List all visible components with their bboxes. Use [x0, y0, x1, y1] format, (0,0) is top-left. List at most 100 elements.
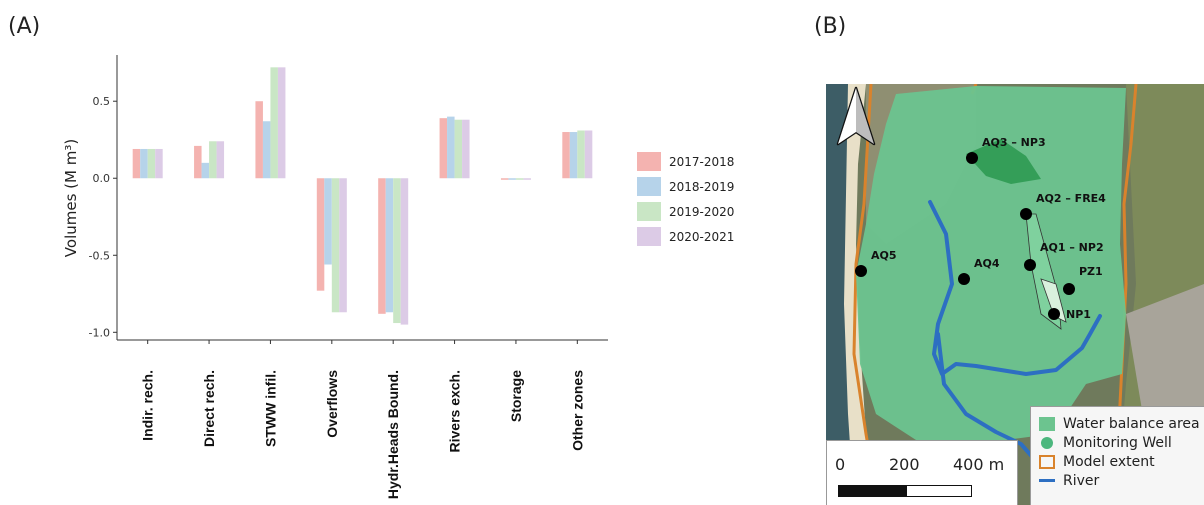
chart-legend: 2017-2018 2018-2019 2019-2020 2020-2021 — [637, 152, 734, 246]
x-tick-label: Indir. rech. — [140, 370, 156, 441]
scale-bar: 0 200 400 m — [826, 440, 1018, 505]
monitoring-wells: AQ3 – NP3 AQ2 – FRE4 AQ1 – NP2 AQ4 AQ5 PZ1 NP1 — [855, 136, 1106, 321]
scale-bar-black-segment — [838, 485, 908, 497]
bar-2017-2018-direct-rech- — [194, 145, 202, 179]
bar-2019-2020-overflows — [331, 178, 340, 313]
well-marker-icon — [1024, 259, 1036, 271]
x-tick-label: STWW infil. — [262, 370, 278, 447]
map-legend: Water balance area Monitoring Well Model… — [1030, 406, 1204, 505]
urban-area — [1126, 284, 1204, 434]
bar-2018-2019-indir-rech- — [140, 148, 148, 179]
well-marker-icon — [958, 273, 970, 285]
bar-2019-2020-direct-rech- — [209, 141, 217, 179]
x-tick-label: Rivers exch. — [447, 370, 463, 453]
legend-item-water-balance: Water balance area — [1039, 414, 1204, 433]
river-line — [928, 200, 1102, 486]
bar-2019-2020-other-zones — [577, 130, 585, 179]
legend-label: 2017-2018 — [669, 155, 734, 169]
y-axis-label: Volumes (M m³) — [62, 139, 80, 257]
bar-chart: 0.5 0.0 -0.5 -1.0 Indir. rech. Direct rech. S… — [62, 55, 734, 499]
legend-swatch — [637, 202, 661, 221]
y-tick-label: -1.0 — [89, 326, 110, 339]
well-label: NP1 — [1066, 308, 1091, 321]
bar-group — [132, 67, 593, 325]
bar-2020-2021-overflows — [339, 178, 347, 313]
well-marker-icon — [966, 152, 978, 164]
legend-swatch — [637, 227, 661, 246]
bar-2017-2018-overflows — [316, 178, 325, 291]
legend-swatch — [637, 177, 661, 196]
beach-strip — [844, 84, 874, 505]
well-label: AQ2 – FRE4 — [1036, 192, 1106, 205]
scale-bar-white-segment — [906, 485, 972, 497]
bar-2020-2021-storage — [523, 178, 531, 180]
legend-item-model-extent: Model extent — [1039, 452, 1204, 471]
bar-2020-2021-indir-rech- — [155, 148, 163, 179]
x-tick-label: Overflows — [324, 370, 340, 438]
bar-2017-2018-stww-infil- — [255, 101, 263, 179]
scale-label-200: 200 — [889, 455, 920, 474]
bar-2018-2019-other-zones — [569, 132, 578, 179]
bar-2017-2018-other-zones — [562, 132, 570, 179]
x-tick-label: Storage — [508, 370, 524, 422]
well-marker-icon — [855, 265, 867, 277]
well-marker-icon — [1020, 208, 1032, 220]
north-arrow-icon — [836, 86, 876, 146]
water-balance-swatch-icon — [1039, 416, 1055, 431]
bar-2020-2021-direct-rech- — [216, 141, 225, 179]
legend-label: 2020-2021 — [669, 230, 734, 244]
well-marker-icon — [1048, 308, 1060, 320]
well-label: AQ5 — [871, 249, 897, 262]
river-line-icon — [1039, 479, 1055, 482]
bar-2017-2018-storage — [500, 178, 509, 180]
bar-2018-2019-stww-infil- — [262, 121, 271, 179]
well-label: PZ1 — [1079, 265, 1103, 278]
study-area-map: AQ3 – NP3 AQ2 – FRE4 AQ1 – NP2 AQ4 AQ5 PZ1 NP1… — [826, 84, 1204, 505]
bar-2020-2021-stww-infil- — [277, 67, 286, 179]
legend-label: River — [1063, 472, 1100, 489]
well-label: AQ1 – NP2 — [1040, 241, 1104, 254]
bar-2020-2021-hydr-heads-bound- — [400, 178, 409, 325]
x-tick-label: Direct rech. — [201, 370, 217, 447]
sub-zone-aq3 — [966, 139, 1041, 184]
well-marker-icon — [1063, 283, 1075, 295]
bar-2020-2021-rivers-exch- — [462, 119, 470, 179]
bar-2018-2019-direct-rech- — [201, 162, 210, 179]
bar-2019-2020-hydr-heads-bound- — [393, 178, 401, 324]
legend-swatch — [637, 152, 661, 171]
bar-2018-2019-rivers-exch- — [447, 116, 455, 179]
legend-label: 2019-2020 — [669, 205, 734, 219]
y-tick-label: -0.5 — [89, 249, 110, 262]
water-balance-area — [856, 86, 1126, 444]
well-label: AQ4 — [974, 257, 1000, 270]
panel-a-label: (A) — [8, 14, 41, 39]
bar-2019-2020-rivers-exch- — [454, 119, 463, 179]
bar-2018-2019-hydr-heads-bound- — [385, 178, 394, 313]
bar-2018-2019-storage — [508, 178, 516, 180]
well-label: AQ3 – NP3 — [982, 136, 1046, 149]
panel-b-label: (B) — [814, 14, 847, 39]
legend-label: Model extent — [1063, 453, 1155, 470]
x-tick-label: Other zones — [569, 370, 585, 451]
y-ticks: 0.5 0.0 -0.5 -1.0 — [89, 95, 117, 339]
y-tick-label: 0.5 — [93, 95, 111, 108]
legend-item-river: River — [1039, 471, 1204, 490]
legend-label: Water balance area — [1063, 415, 1200, 432]
bar-2017-2018-hydr-heads-bound- — [378, 178, 386, 314]
bar-2019-2020-storage — [515, 178, 524, 180]
scale-label-400: 400 m — [953, 455, 1005, 474]
scale-label-0: 0 — [835, 455, 846, 474]
legend-item-monitoring-well: Monitoring Well — [1039, 433, 1204, 452]
y-tick-label: 0.0 — [93, 172, 111, 185]
bar-2017-2018-rivers-exch- — [439, 118, 448, 179]
legend-label: 2018-2019 — [669, 180, 734, 194]
sub-zone-np1 — [1040, 278, 1067, 323]
legend-label: Monitoring Well — [1063, 434, 1172, 451]
x-ticks: Indir. rech. Direct rech. STWW infil. Overf… — [140, 340, 585, 499]
bar-2020-2021-other-zones — [584, 130, 593, 179]
bar-2018-2019-overflows — [324, 178, 332, 265]
bar-2019-2020-indir-rech- — [147, 148, 156, 179]
monitoring-well-circle-icon — [1041, 436, 1053, 449]
x-tick-label: Hydr.Heads Bound. — [385, 370, 401, 499]
bar-2019-2020-stww-infil- — [270, 67, 278, 179]
